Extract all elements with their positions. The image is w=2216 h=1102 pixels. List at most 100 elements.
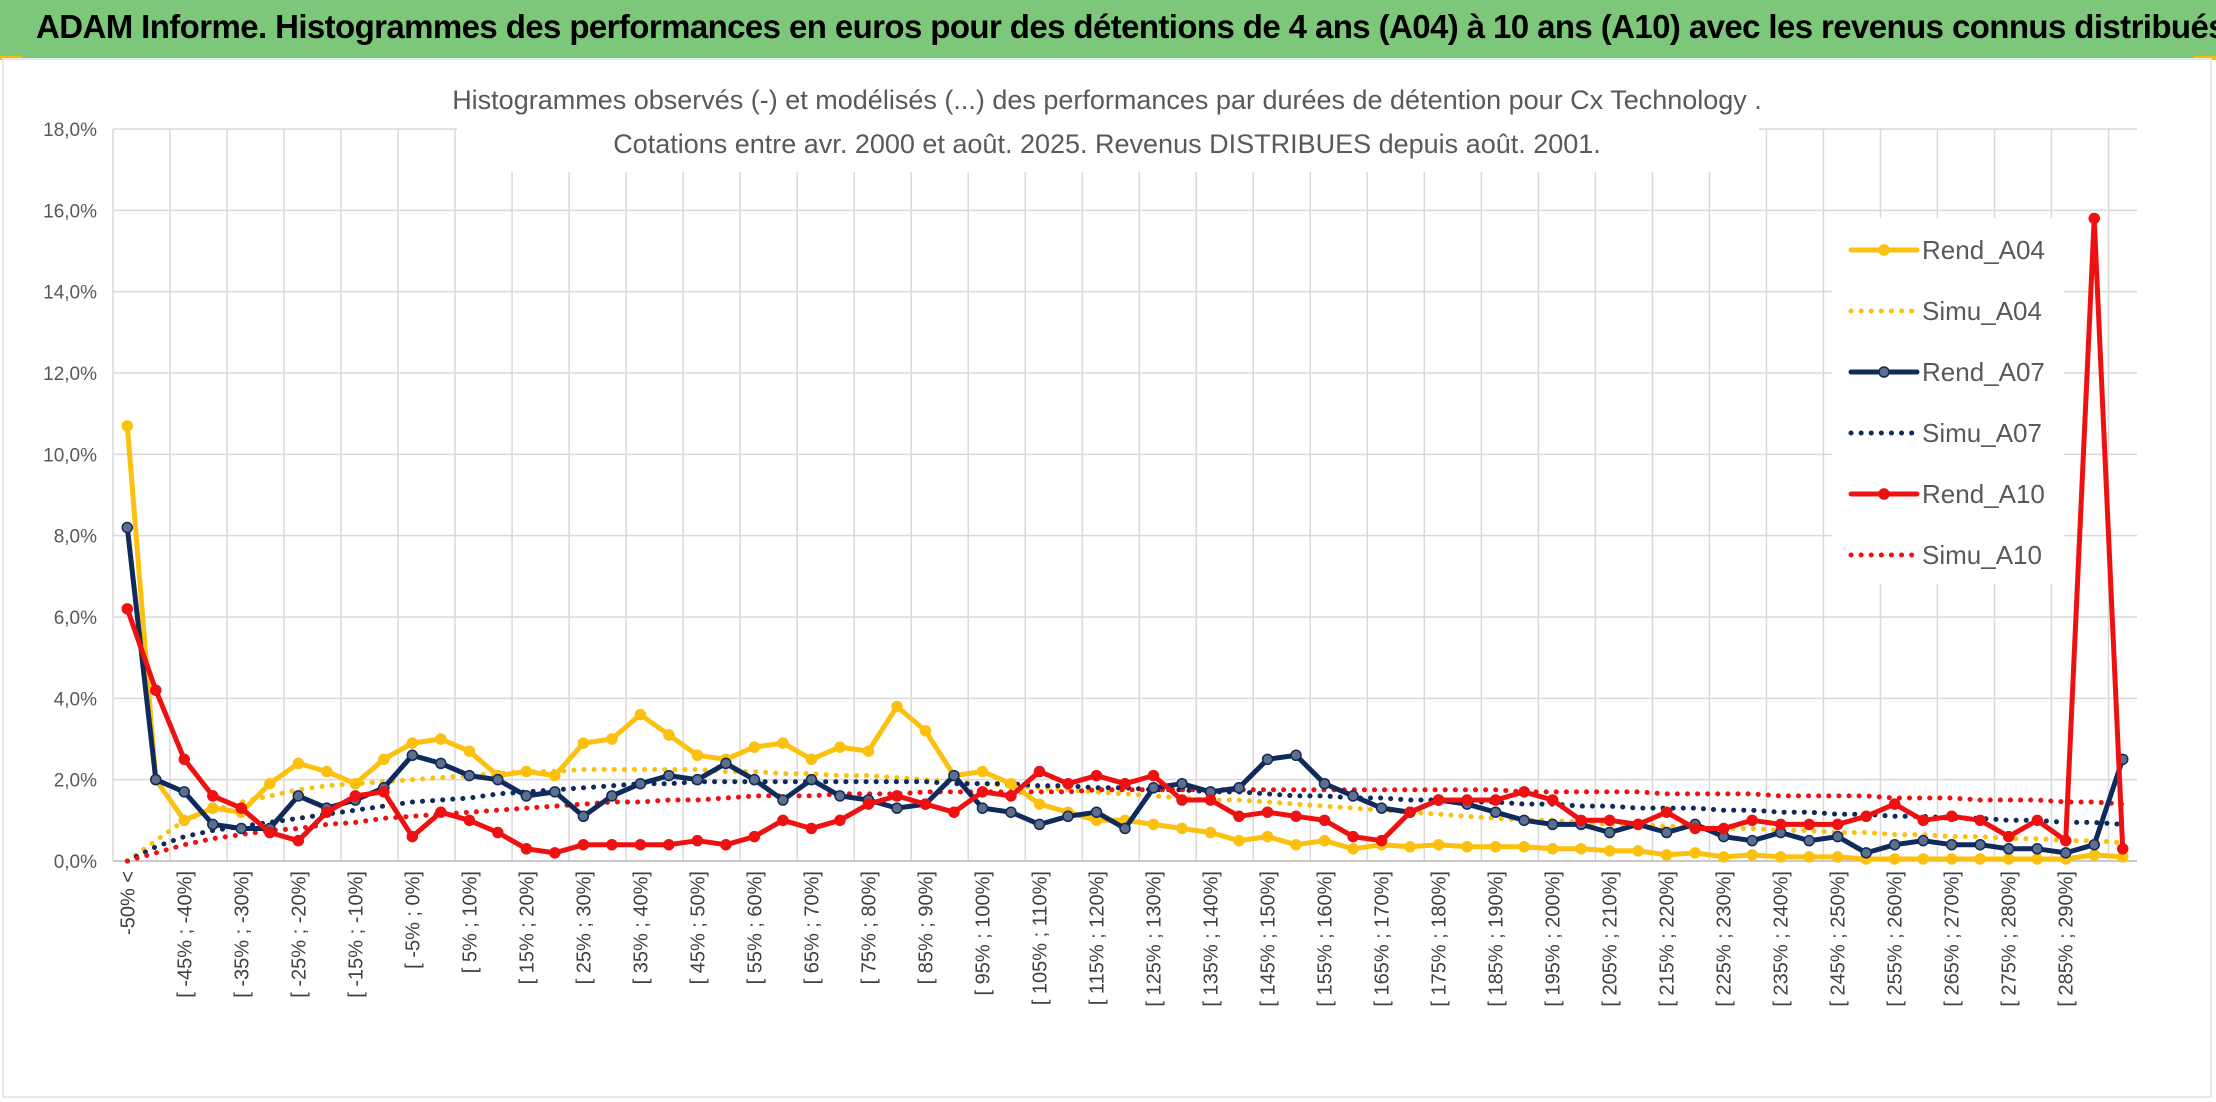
data-point bbox=[606, 838, 618, 851]
data-point bbox=[1774, 818, 1787, 831]
x-tick-label: [ 125% ; 130%] bbox=[1144, 871, 1166, 1007]
data-point bbox=[720, 838, 732, 851]
data-point bbox=[663, 838, 675, 851]
x-tick-label: [ 275% ; 280%] bbox=[1999, 871, 2021, 1007]
data-point bbox=[1974, 853, 1986, 865]
x-tick-label: [ 105% ; 110%] bbox=[1029, 871, 1051, 1005]
x-tick-label: [ 215% ; 220%] bbox=[1657, 871, 1679, 1007]
data-point bbox=[1176, 822, 1188, 835]
legend: Rend_A04 Simu_A04 Rend_A07 Simu_A07 Rend_A10… bbox=[1832, 218, 2064, 584]
data-point bbox=[1432, 794, 1445, 806]
x-tick-label: [ -45% ; -40%] bbox=[174, 871, 196, 998]
data-point bbox=[1689, 822, 1701, 835]
y-tick-label: 16,0% bbox=[43, 201, 97, 222]
data-point bbox=[919, 725, 932, 737]
data-point bbox=[1347, 843, 1359, 855]
data-point bbox=[748, 741, 761, 753]
data-point bbox=[577, 810, 590, 823]
data-point bbox=[691, 834, 704, 847]
data-point bbox=[1632, 818, 1644, 831]
data-point bbox=[1033, 818, 1046, 831]
data-point bbox=[520, 843, 533, 855]
data-point bbox=[235, 822, 248, 835]
legend-item: Rend_A04 bbox=[1848, 235, 2045, 265]
data-point bbox=[1888, 853, 1901, 865]
data-point bbox=[549, 847, 561, 859]
data-point bbox=[264, 826, 276, 839]
data-point bbox=[1603, 826, 1616, 839]
data-point bbox=[1746, 849, 1758, 861]
data-point bbox=[2031, 853, 2043, 865]
data-point bbox=[1489, 794, 1502, 806]
data-point bbox=[834, 741, 846, 753]
data-point bbox=[121, 420, 134, 432]
legend-label: Simu_A10 bbox=[1922, 540, 2042, 570]
data-point bbox=[1860, 810, 1872, 823]
x-tick-label: [ 5% ; 10%] bbox=[459, 871, 481, 973]
data-point bbox=[1917, 834, 1929, 847]
data-point bbox=[663, 729, 675, 741]
data-point bbox=[1888, 798, 1901, 810]
x-tick-label: [ 225% ; 230%] bbox=[1714, 871, 1736, 1007]
data-point bbox=[1945, 810, 1958, 823]
data-point bbox=[207, 802, 219, 814]
data-point bbox=[463, 814, 476, 827]
x-tick-label: [ 265% ; 270%] bbox=[1942, 871, 1964, 1007]
data-point bbox=[2088, 838, 2100, 851]
x-tick-label: [ 185% ; 190%] bbox=[1486, 871, 1508, 1007]
data-point bbox=[1090, 806, 1103, 818]
x-tick-label: [ 235% ; 240%] bbox=[1771, 871, 1793, 1007]
data-point bbox=[435, 806, 447, 818]
data-point bbox=[1803, 851, 1815, 863]
data-point bbox=[292, 834, 305, 847]
legend-label: Rend_A04 bbox=[1922, 235, 2045, 265]
data-point bbox=[1318, 777, 1331, 790]
data-point bbox=[976, 802, 989, 814]
data-point bbox=[2002, 830, 2015, 843]
data-point bbox=[406, 830, 419, 843]
data-point bbox=[976, 765, 989, 778]
data-point bbox=[1119, 822, 1131, 835]
data-point bbox=[891, 700, 903, 713]
legend-marker bbox=[1878, 366, 1890, 378]
x-tick-label: [ 165% ; 170%] bbox=[1372, 871, 1394, 1007]
legend-marker bbox=[1878, 488, 1890, 500]
data-point bbox=[121, 521, 134, 534]
y-tick-label: 18,0% bbox=[43, 120, 97, 141]
legend-box bbox=[1832, 218, 2064, 584]
data-point bbox=[1660, 826, 1673, 839]
series-simu-a10 bbox=[124, 787, 2126, 864]
data-point bbox=[1575, 843, 1587, 855]
data-point bbox=[606, 790, 618, 802]
data-point bbox=[1917, 853, 1929, 865]
data-point bbox=[463, 745, 476, 757]
data-point bbox=[1176, 777, 1188, 790]
data-point bbox=[634, 708, 647, 721]
y-tick-label: 8,0% bbox=[54, 527, 97, 548]
data-point bbox=[1147, 782, 1160, 794]
data-point bbox=[321, 765, 333, 778]
legend-label: Simu_A07 bbox=[1922, 418, 2042, 448]
data-point bbox=[834, 814, 846, 827]
legend-item: Rend_A10 bbox=[1848, 479, 2045, 509]
data-point bbox=[1803, 834, 1815, 847]
data-point bbox=[577, 737, 590, 749]
data-point bbox=[292, 757, 305, 770]
y-tick-label: 12,0% bbox=[43, 364, 97, 385]
data-point bbox=[663, 769, 675, 782]
data-point bbox=[948, 769, 960, 782]
data-point bbox=[1033, 765, 1046, 778]
data-point bbox=[634, 838, 647, 851]
legend-item: Simu_A10 bbox=[1848, 540, 2042, 570]
data-point bbox=[1489, 841, 1502, 853]
data-point bbox=[1917, 814, 1929, 827]
x-tick-label: [ -15% ; -10%] bbox=[345, 871, 367, 998]
data-point bbox=[150, 684, 162, 696]
data-point bbox=[264, 777, 276, 790]
data-point bbox=[720, 757, 732, 770]
data-point bbox=[520, 790, 533, 802]
data-point bbox=[435, 757, 447, 770]
data-point bbox=[1575, 814, 1587, 827]
legend-item: Simu_A04 bbox=[1848, 296, 2042, 326]
data-point bbox=[1005, 806, 1017, 818]
